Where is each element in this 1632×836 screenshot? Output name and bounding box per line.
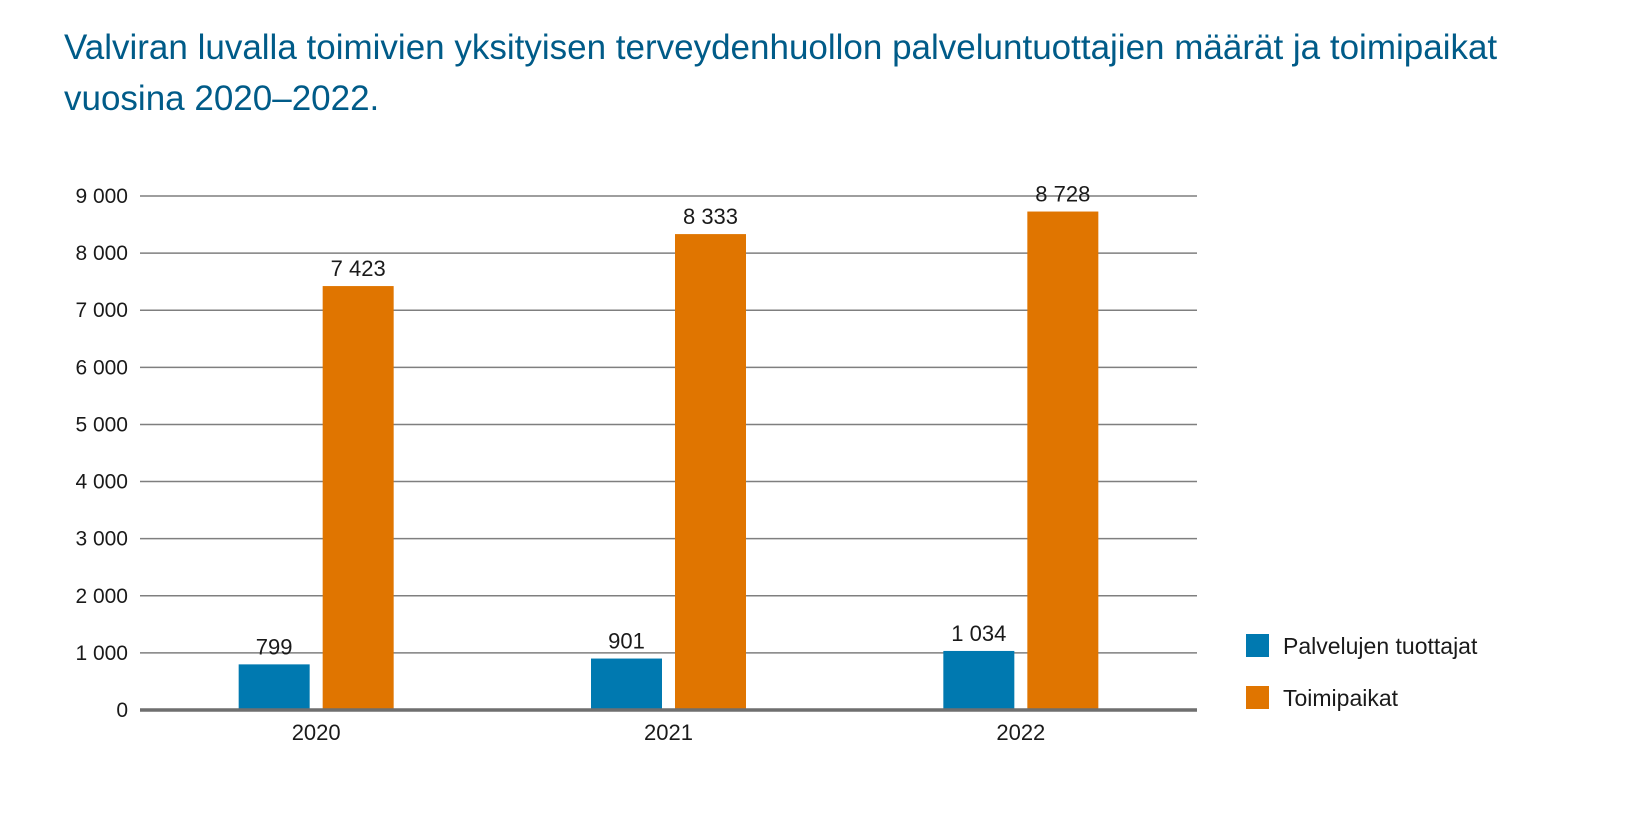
y-tick-label: 1 000 bbox=[75, 642, 128, 665]
x-category-label: 2020 bbox=[292, 720, 341, 745]
bar-toimipaikat-2021 bbox=[675, 234, 746, 710]
data-label: 8 728 bbox=[1035, 182, 1090, 207]
y-tick-label: 2 000 bbox=[75, 585, 128, 608]
legend: Palvelujen tuottajat Toimipaikat bbox=[1246, 633, 1478, 711]
data-labels: 799 901 1 034 7 423 8 333 8 728 bbox=[256, 182, 1091, 660]
bar-toimipaikat-2022 bbox=[1027, 211, 1099, 710]
gridlines bbox=[140, 195, 1197, 654]
data-label: 799 bbox=[256, 634, 293, 659]
data-label: 1 034 bbox=[951, 621, 1006, 646]
x-category-label: 2021 bbox=[644, 720, 693, 745]
data-label: 7 423 bbox=[331, 256, 386, 281]
legend-swatch bbox=[1246, 686, 1269, 709]
bar-palvelujen-tuottajat-2021 bbox=[591, 658, 662, 710]
y-tick-label: 3 000 bbox=[75, 528, 128, 551]
y-tick-label: 4 000 bbox=[75, 471, 128, 494]
y-tick-label: 5 000 bbox=[75, 413, 128, 436]
x-axis-category-labels: 2020 2021 2022 bbox=[292, 720, 1046, 745]
legend-swatch bbox=[1246, 634, 1269, 657]
y-tick-label: 0 bbox=[116, 699, 128, 722]
bar-toimipaikat-2020 bbox=[322, 286, 394, 710]
bar-palvelujen-tuottajat-2020 bbox=[238, 664, 310, 710]
y-tick-label: 6 000 bbox=[75, 356, 128, 379]
chart-title: Valviran luvalla toimivien yksityisen te… bbox=[64, 28, 1498, 118]
bars bbox=[238, 211, 1099, 710]
y-tick-label: 8 000 bbox=[75, 242, 128, 265]
y-axis-tick-labels: 0 1 000 2 000 3 000 4 000 5 000 6 000 7 000 8 00… bbox=[75, 185, 128, 722]
y-tick-label: 9 000 bbox=[75, 185, 128, 208]
y-tick-label: 7 000 bbox=[75, 299, 128, 322]
x-category-label: 2022 bbox=[996, 720, 1045, 745]
data-label: 901 bbox=[608, 629, 645, 654]
legend-label: Toimipaikat bbox=[1283, 685, 1399, 711]
data-label: 8 333 bbox=[683, 204, 738, 229]
legend-label: Palvelujen tuottajat bbox=[1283, 633, 1478, 659]
bar-palvelujen-tuottajat-2022 bbox=[943, 650, 1015, 710]
